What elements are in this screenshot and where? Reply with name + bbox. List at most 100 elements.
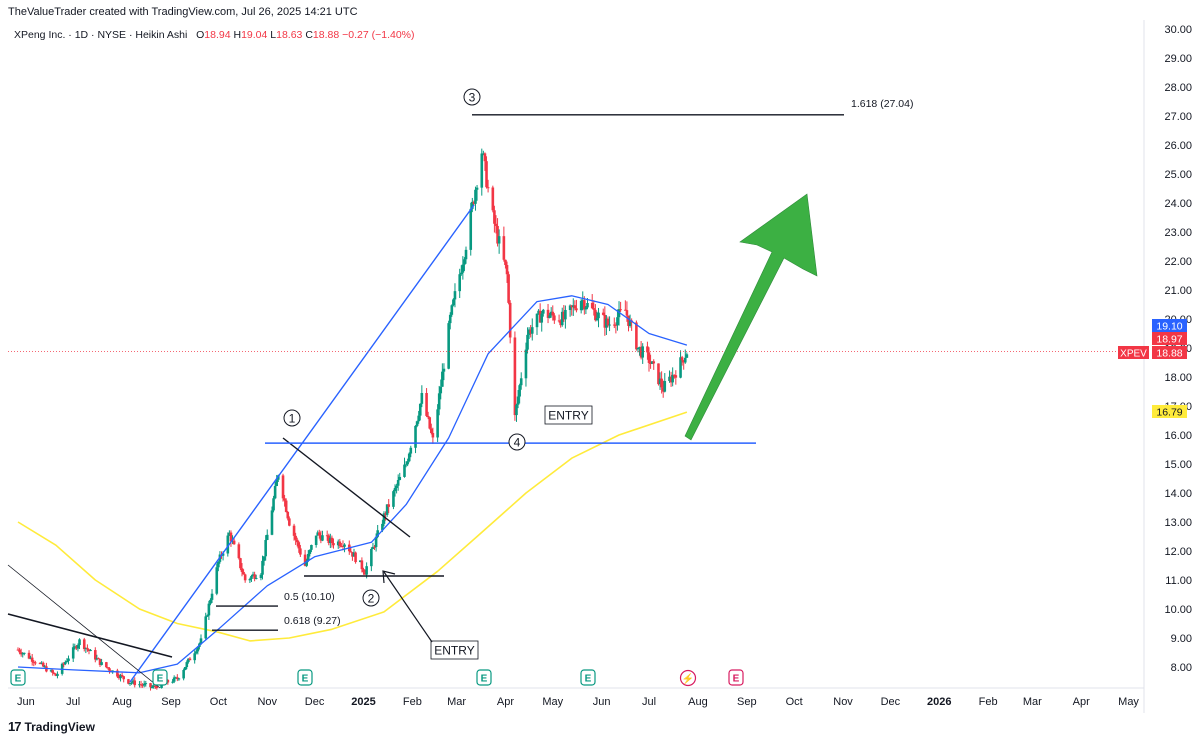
- candle-body: [568, 305, 572, 310]
- earnings-marker-label: E: [157, 674, 164, 685]
- candle-body: [303, 554, 307, 566]
- candle-body: [209, 599, 212, 604]
- candle-body: [439, 386, 443, 394]
- candle-body: [330, 537, 334, 544]
- candle-body: [177, 678, 181, 680]
- candle-body: [259, 574, 263, 578]
- candle-body: [658, 378, 662, 385]
- candle-body: [537, 310, 540, 314]
- candle-body: [29, 657, 32, 659]
- price-tick-label: 11.00: [1165, 575, 1192, 587]
- candle-body: [318, 532, 321, 536]
- candle-body: [668, 376, 671, 382]
- candle-body: [30, 657, 34, 662]
- price-tick-label: 22.00: [1164, 256, 1192, 268]
- candle-body: [43, 666, 47, 668]
- candle-body: [314, 535, 318, 545]
- candle-body: [18, 649, 21, 653]
- candle-body: [551, 311, 555, 316]
- price-tick-label: 9.00: [1171, 633, 1192, 645]
- time-tick-label: Jun: [17, 696, 35, 708]
- candle-body: [674, 375, 678, 378]
- candle-body: [23, 652, 26, 654]
- candle-body: [458, 274, 461, 292]
- candle-body: [560, 311, 564, 326]
- candle-body: [299, 548, 302, 555]
- candle-body: [199, 638, 203, 644]
- price-tag-box: [1152, 346, 1187, 359]
- candle-body: [516, 396, 520, 405]
- candle-body: [276, 475, 280, 480]
- candle-body: [95, 658, 99, 660]
- candle-body: [494, 223, 498, 226]
- candle-body: [283, 498, 286, 501]
- candle-body: [119, 675, 122, 679]
- candle-body: [616, 317, 619, 326]
- candle-body: [447, 323, 450, 369]
- candle-body: [430, 428, 433, 433]
- candle-body: [471, 201, 474, 209]
- time-tick-label: Dec: [305, 696, 325, 708]
- symbol-name[interactable]: XPeng Inc. · 1D · NYSE · Heikin Ashi: [14, 29, 188, 41]
- candle-body: [491, 187, 495, 211]
- candle-body: [150, 687, 154, 689]
- wave-circle: [362, 589, 380, 607]
- candle-body: [38, 663, 42, 665]
- candle-body: [272, 498, 275, 511]
- candle-body: [371, 546, 375, 550]
- candle-body: [321, 535, 324, 541]
- candle-body: [612, 324, 616, 326]
- candle-body: [647, 352, 651, 363]
- candle-body: [679, 357, 682, 378]
- candle-body: [579, 300, 583, 311]
- price-tick-label: 23.00: [1164, 227, 1192, 239]
- price-tick-label: 30.00: [1164, 24, 1192, 36]
- candle-body: [254, 577, 258, 579]
- ma-blue-line: [17, 295, 688, 674]
- candle-body: [448, 314, 452, 324]
- candle-body: [166, 679, 170, 683]
- candle-body: [171, 681, 174, 683]
- candle-body: [176, 677, 179, 680]
- candle-body: [149, 683, 152, 688]
- wedge-line: [282, 437, 411, 538]
- candle-body: [469, 208, 473, 250]
- price-axis[interactable]: 8.00 9.00 10.00 11.00 12.00 13.00 14.00 15.00 16…: [1164, 24, 1192, 674]
- candle-body: [573, 305, 577, 309]
- event-markers[interactable]: E E E E E ⚡ E: [10, 669, 744, 687]
- candle-body: [549, 311, 553, 316]
- candle-body: [557, 320, 561, 322]
- candle-body: [682, 360, 686, 363]
- candle-body: [217, 561, 220, 568]
- candle-body: [418, 403, 422, 416]
- candle-body: [188, 658, 192, 661]
- time-axis[interactable]: Jun Jul Aug Sep Oct Nov Dec 2025 Feb Mar Apr May Jun…: [17, 696, 1139, 708]
- candle-body: [265, 534, 269, 540]
- candle-body: [240, 568, 244, 572]
- future-earnings-marker: [728, 669, 744, 686]
- time-tick-label: Apr: [497, 696, 514, 708]
- candle-body: [605, 318, 608, 328]
- close-label: C: [305, 29, 313, 41]
- candle-body: [594, 309, 597, 321]
- time-tick-label: Feb: [403, 696, 422, 708]
- candle-body: [93, 650, 97, 660]
- price-tick-label: 27.00: [1164, 111, 1192, 123]
- tradingview-logo[interactable]: 17 TradingView: [8, 719, 95, 734]
- fib-label-mid: 0.5 (10.10): [284, 591, 335, 603]
- entry-pointer-line: [383, 571, 433, 643]
- candle-body: [381, 523, 384, 531]
- candle-body: [497, 236, 501, 244]
- green-up-arrow: [684, 193, 818, 441]
- candle-body: [496, 225, 499, 244]
- candle-body: [683, 357, 687, 363]
- candle-body: [306, 553, 310, 561]
- candle-body: [493, 210, 496, 224]
- candle-body: [131, 680, 135, 683]
- candle-body: [649, 362, 652, 364]
- brand-name: TradingView: [24, 719, 95, 734]
- low-label: L: [270, 29, 277, 41]
- candle-body: [403, 464, 406, 477]
- earnings-marker-label: E: [302, 674, 309, 685]
